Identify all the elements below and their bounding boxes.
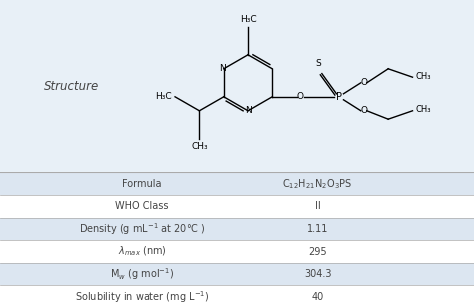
Text: 304.3: 304.3 <box>304 269 331 279</box>
Text: Structure: Structure <box>45 80 100 93</box>
Text: $\lambda_{max}$ (nm): $\lambda_{max}$ (nm) <box>118 245 167 258</box>
Text: II: II <box>315 201 320 211</box>
Text: Solubility in water (mg L$^{-1}$): Solubility in water (mg L$^{-1}$) <box>75 289 210 305</box>
Text: 1.11: 1.11 <box>307 224 328 234</box>
FancyBboxPatch shape <box>0 195 474 218</box>
Text: CH₃: CH₃ <box>416 105 431 114</box>
Text: N: N <box>219 64 226 73</box>
Text: P: P <box>337 92 342 102</box>
FancyBboxPatch shape <box>0 172 474 195</box>
Text: O: O <box>297 92 304 101</box>
Text: O: O <box>360 78 367 87</box>
Text: 295: 295 <box>308 246 327 257</box>
Text: M$_w$ (g mol$^{-1}$): M$_w$ (g mol$^{-1}$) <box>110 266 174 282</box>
Text: H₃C: H₃C <box>155 92 172 101</box>
FancyBboxPatch shape <box>0 240 474 263</box>
Text: Formula: Formula <box>122 179 162 189</box>
FancyBboxPatch shape <box>0 263 474 286</box>
Text: WHO Class: WHO Class <box>116 201 169 211</box>
Text: CH₃: CH₃ <box>416 72 431 81</box>
Text: H₃C: H₃C <box>240 15 256 24</box>
Text: O: O <box>360 106 367 115</box>
Text: CH₃: CH₃ <box>191 142 208 151</box>
Text: 40: 40 <box>311 292 324 302</box>
Text: Density (g mL$^{-1}$ at 20°C ): Density (g mL$^{-1}$ at 20°C ) <box>79 221 206 237</box>
Text: N: N <box>246 106 252 115</box>
Text: S: S <box>315 59 321 67</box>
FancyBboxPatch shape <box>0 286 474 308</box>
Text: C$_{12}$H$_{21}$N$_2$O$_3$PS: C$_{12}$H$_{21}$N$_2$O$_3$PS <box>283 177 353 191</box>
FancyBboxPatch shape <box>0 218 474 240</box>
